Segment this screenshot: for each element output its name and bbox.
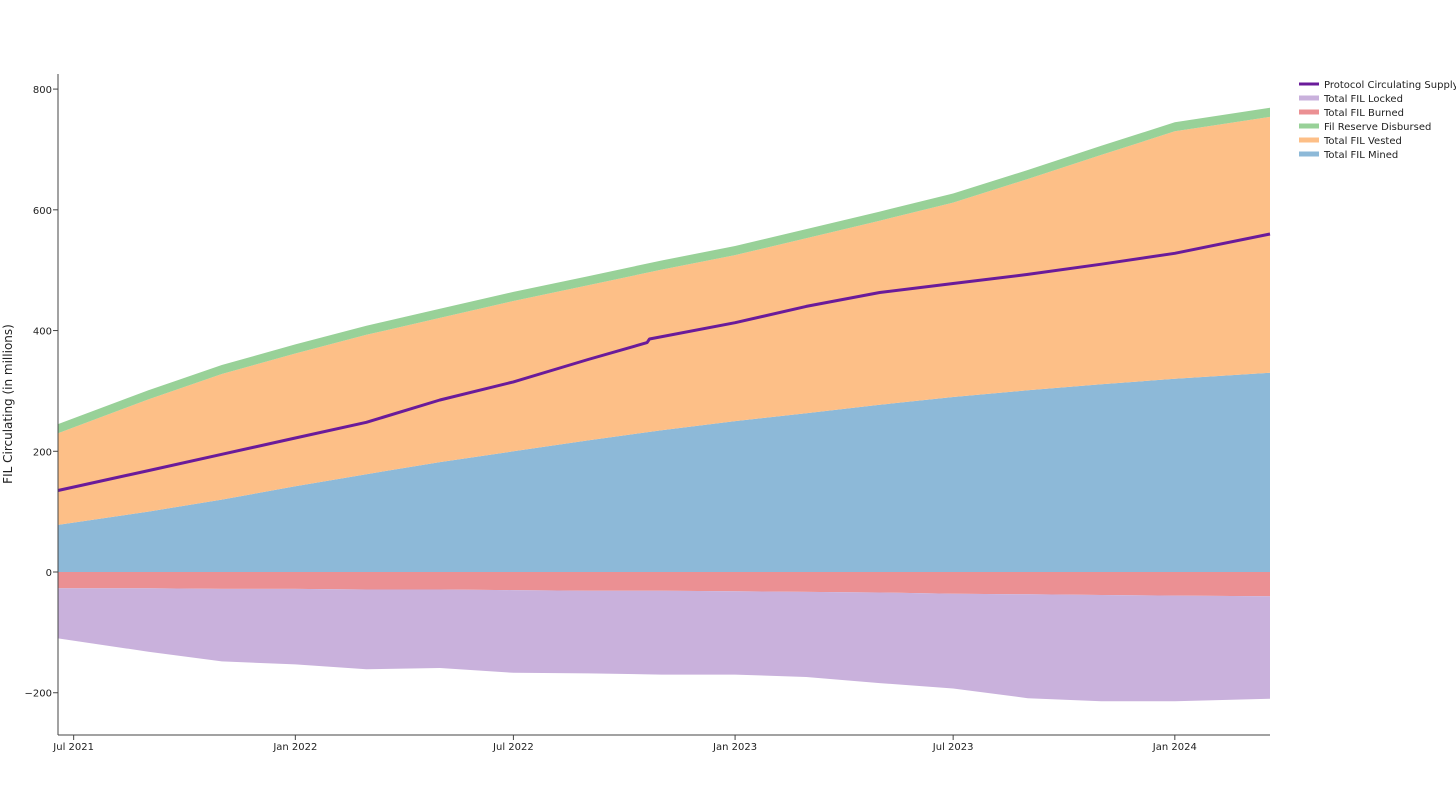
y-tick-label: 600 [33, 206, 52, 217]
legend-item-protocol-circulating-supply[interactable]: Protocol Circulating Supply [1299, 80, 1456, 91]
legend-item-total-fil-mined[interactable]: Total FIL Mined [1299, 150, 1398, 161]
x-tick-label: Jul 2023 [932, 742, 974, 753]
x-tick-label: Jul 2022 [492, 742, 534, 753]
line-protocol-circulating-supply [57, 232, 1271, 492]
x-tick-label: Jan 2024 [1152, 742, 1197, 753]
legend-label: Fil Reserve Disbursed [1324, 122, 1431, 133]
y-tick-label: 200 [33, 447, 52, 458]
legend-item-total-fil-burned[interactable]: Total FIL Burned [1299, 108, 1404, 119]
legend-label: Protocol Circulating Supply [1324, 80, 1456, 91]
legend-item-total-fil-locked[interactable]: Total FIL Locked [1299, 94, 1403, 105]
y-tick-label: −200 [25, 689, 52, 700]
y-tick-label: 800 [33, 85, 52, 96]
area-total-fil-burned [58, 572, 1270, 597]
legend-label: Total FIL Locked [1323, 94, 1403, 105]
legend-item-total-fil-vested[interactable]: Total FIL Vested [1299, 136, 1402, 147]
y-axis-title: FIL Circulating (in millions) [1, 324, 15, 484]
legend-label: Total FIL Vested [1323, 136, 1402, 147]
area-fil-reserve-disbursed [58, 107, 1270, 434]
x-tick-label: Jan 2023 [712, 742, 757, 753]
line-layer [57, 232, 1271, 492]
x-axis-ticks: Jul 2021 Jan 2022 Jul 2022 Jan 2023 Jul 2023… [52, 735, 1197, 753]
x-tick-label: Jul 2021 [52, 742, 94, 753]
y-tick-label: 0 [46, 568, 52, 579]
legend-item-fil-reserve-disbursed[interactable]: Fil Reserve Disbursed [1299, 122, 1431, 133]
y-tick-label: 400 [33, 327, 52, 338]
area-total-fil-locked [58, 588, 1270, 702]
x-tick-label: Jan 2022 [272, 742, 317, 753]
area-layers [58, 107, 1270, 702]
legend-label: Total FIL Mined [1323, 150, 1398, 161]
legend-label: Total FIL Burned [1323, 108, 1404, 119]
area-total-fil-mined [58, 372, 1270, 572]
legend: Protocol Circulating Supply Total FIL Loc… [1299, 80, 1456, 161]
y-axis-ticks: 800 600 400 200 0 −200 [25, 85, 58, 700]
